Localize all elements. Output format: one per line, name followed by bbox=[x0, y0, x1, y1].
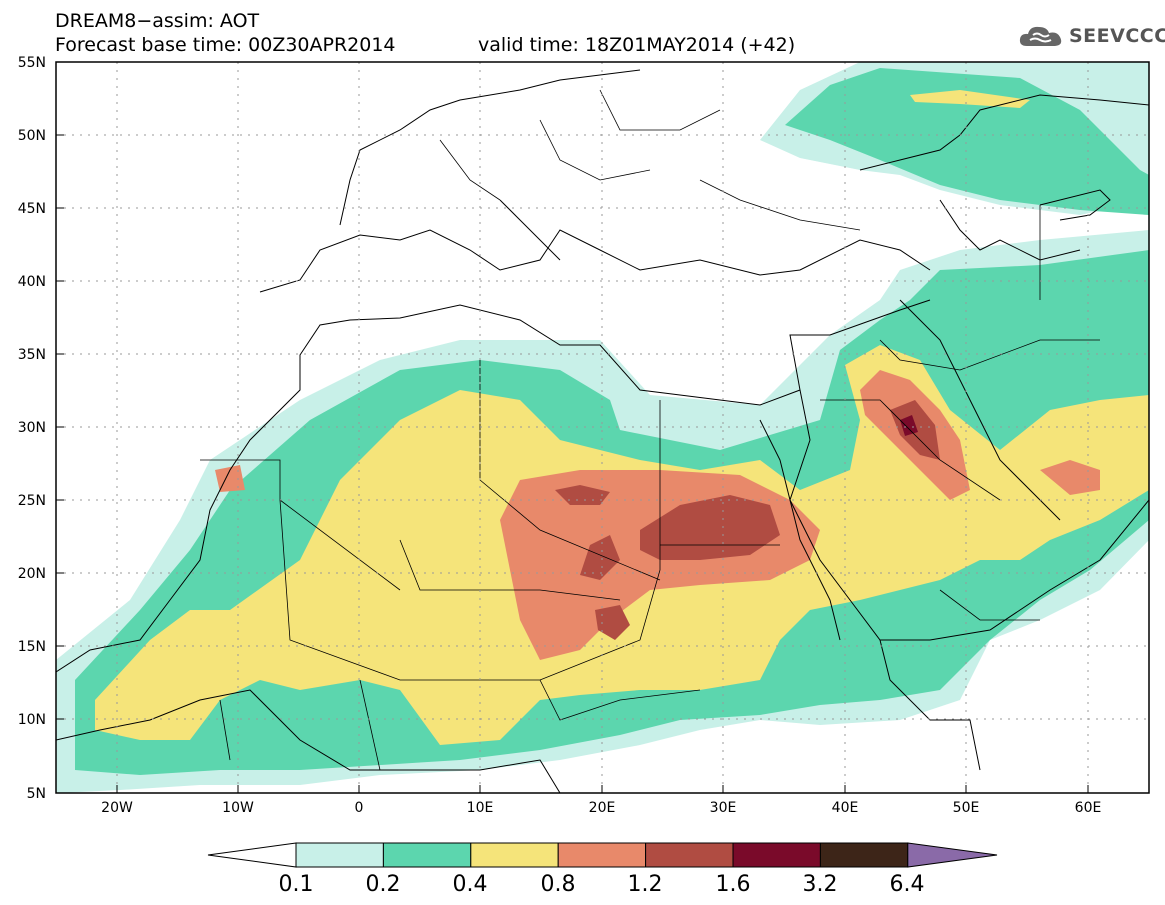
cloud-icon bbox=[1019, 26, 1062, 46]
seevccc-logo: SEEVCCC bbox=[1017, 22, 1165, 50]
colorbar-arrow-high bbox=[907, 842, 998, 868]
colorbar-label: 0.2 bbox=[365, 872, 401, 897]
map-title: DREAM8−assim: AOT bbox=[55, 10, 260, 32]
lon-label: 20W bbox=[101, 800, 133, 816]
lat-label: 45N bbox=[18, 201, 46, 217]
colorbar-label: 1.2 bbox=[627, 872, 663, 897]
lat-label: 35N bbox=[18, 347, 46, 363]
lat-label: 25N bbox=[18, 493, 46, 509]
forecast-base-time: Forecast base time: 00Z30APR2014 bbox=[55, 34, 396, 56]
lat-label: 20N bbox=[18, 566, 46, 582]
colorbar-label: 0.4 bbox=[452, 872, 488, 897]
lon-label: 40E bbox=[832, 800, 859, 816]
colorbar-swatch bbox=[557, 842, 647, 868]
lat-lon-grid bbox=[56, 62, 1149, 793]
colorbar-swatch bbox=[645, 842, 734, 868]
lon-label: 20E bbox=[589, 800, 616, 816]
lat-label: 10N bbox=[18, 712, 46, 728]
latitude-labels: 55N 50N 45N 40N 35N 30N 25N 20N 15N 10N … bbox=[18, 55, 46, 802]
colorbar-label: 0.1 bbox=[278, 872, 314, 897]
longitude-labels: 20W 10W 0 10E 20E 30E 40E 50E 60E bbox=[101, 800, 1101, 816]
lat-label: 30N bbox=[18, 420, 46, 436]
colorbar-label: 1.6 bbox=[715, 872, 751, 897]
lat-label: 15N bbox=[18, 639, 46, 655]
colorbar-label: 3.2 bbox=[802, 872, 838, 897]
colorbar-swatch bbox=[732, 842, 821, 868]
axis-ticks bbox=[56, 134, 1089, 793]
country-borders bbox=[200, 89, 1100, 771]
lon-label: 10W bbox=[222, 800, 254, 816]
colorbar-swatch bbox=[295, 842, 384, 868]
lon-label: 50E bbox=[953, 800, 980, 816]
colorbar-arrow-low bbox=[207, 842, 297, 868]
lat-label: 40N bbox=[18, 274, 46, 290]
lon-label: 30E bbox=[710, 800, 737, 816]
lon-label: 0 bbox=[355, 800, 364, 816]
lon-label: 60E bbox=[1075, 800, 1102, 816]
colorbar-swatch bbox=[470, 842, 559, 868]
colorbar bbox=[207, 842, 998, 868]
coastlines bbox=[56, 69, 1149, 793]
logo-text: SEEVCCC bbox=[1069, 25, 1165, 47]
lat-label: 50N bbox=[18, 128, 46, 144]
colorbar-swatch bbox=[819, 842, 909, 868]
lat-label: 5N bbox=[27, 786, 46, 802]
lat-label: 55N bbox=[18, 55, 46, 71]
lon-label: 10E bbox=[467, 800, 494, 816]
colorbar-label: 0.8 bbox=[540, 872, 576, 897]
colorbar-label: 6.4 bbox=[889, 872, 925, 897]
valid-time: valid time: 18Z01MAY2014 (+42) bbox=[478, 34, 796, 56]
colorbar-swatch bbox=[382, 842, 472, 868]
